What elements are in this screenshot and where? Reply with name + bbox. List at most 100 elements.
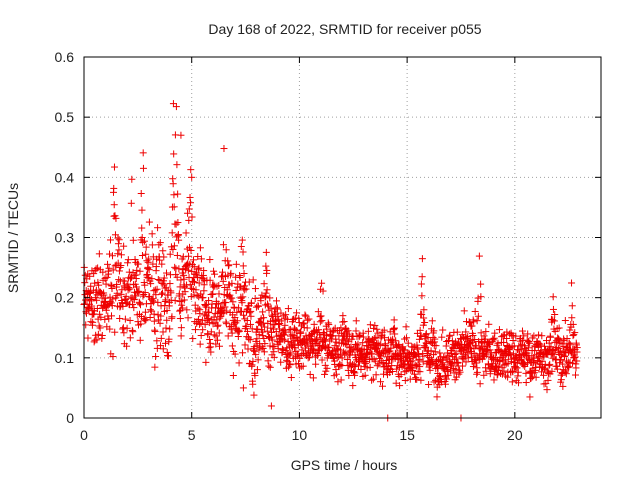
- data-point: [291, 325, 299, 333]
- data-point: [310, 327, 318, 335]
- data-point: [100, 291, 108, 299]
- data-point: [228, 279, 236, 287]
- data-point: [344, 327, 352, 335]
- data-point: [532, 360, 540, 368]
- data-point: [174, 219, 182, 227]
- data-point: [91, 279, 99, 287]
- data-point: [475, 252, 483, 260]
- data-point: [190, 278, 198, 286]
- data-point: [374, 329, 382, 337]
- data-point: [436, 349, 444, 357]
- data-point: [175, 265, 183, 273]
- data-point: [220, 145, 228, 153]
- data-point: [206, 276, 214, 284]
- data-point: [462, 358, 470, 366]
- data-point: [97, 313, 105, 321]
- data-point: [107, 281, 115, 289]
- data-point: [545, 362, 553, 370]
- data-point: [573, 344, 581, 352]
- data-point: [548, 367, 556, 375]
- data-point: [201, 302, 209, 310]
- data-point: [199, 294, 207, 302]
- data-point: [571, 371, 579, 379]
- data-point: [270, 342, 278, 350]
- y-tick-label: 0.5: [55, 109, 75, 125]
- data-point: [364, 327, 372, 335]
- data-point: [215, 282, 223, 290]
- data-point: [316, 331, 324, 339]
- data-point: [200, 287, 208, 295]
- data-point: [209, 290, 217, 298]
- data-point: [545, 339, 553, 347]
- data-point: [267, 402, 275, 410]
- data-point: [88, 302, 96, 310]
- data-point: [477, 293, 485, 301]
- data-point: [84, 334, 92, 342]
- data-point: [185, 205, 193, 213]
- x-tick-label: 10: [292, 427, 308, 443]
- data-point: [530, 332, 538, 340]
- data-point: [446, 331, 454, 339]
- data-point: [170, 203, 178, 211]
- data-point: [301, 311, 309, 319]
- data-point: [132, 275, 140, 283]
- data-point: [495, 362, 503, 370]
- data-point: [526, 368, 534, 376]
- data-point: [266, 294, 274, 302]
- data-point: [160, 253, 168, 261]
- data-point: [417, 376, 425, 384]
- data-point: [318, 317, 326, 325]
- data-point: [181, 288, 189, 296]
- data-point: [159, 247, 167, 255]
- data-point: [430, 351, 438, 359]
- data-point: [110, 201, 118, 209]
- data-point: [124, 259, 132, 267]
- data-point: [297, 329, 305, 337]
- data-point: [106, 325, 114, 333]
- data-point: [170, 150, 178, 158]
- data-point: [139, 149, 147, 157]
- data-points: [80, 100, 581, 422]
- data-point: [559, 382, 567, 390]
- data-point: [573, 357, 581, 365]
- y-tick-label: 0.3: [55, 230, 75, 246]
- data-point: [541, 342, 549, 350]
- data-point: [548, 347, 556, 355]
- data-point: [500, 367, 508, 375]
- data-point: [237, 243, 245, 251]
- data-point: [154, 276, 162, 284]
- data-point: [278, 345, 286, 353]
- data-point: [164, 352, 172, 360]
- data-point: [370, 324, 378, 332]
- data-point: [292, 327, 300, 335]
- data-point: [339, 318, 347, 326]
- data-point: [188, 267, 196, 275]
- data-point: [526, 339, 534, 347]
- data-point: [422, 330, 430, 338]
- data-point: [501, 356, 509, 364]
- data-point: [469, 331, 477, 339]
- data-point: [169, 100, 177, 108]
- data-point: [516, 351, 524, 359]
- data-point: [131, 256, 139, 264]
- data-point: [184, 209, 192, 217]
- data-point: [401, 376, 409, 384]
- data-point: [258, 291, 266, 299]
- data-point: [250, 391, 258, 399]
- data-point: [477, 329, 485, 337]
- data-point: [190, 263, 198, 271]
- data-point: [471, 336, 479, 344]
- data-point: [180, 275, 188, 283]
- y-axis-label: SRMTID / TECUs: [5, 183, 21, 293]
- data-point: [369, 375, 377, 383]
- data-point: [310, 320, 318, 328]
- data-point: [409, 366, 417, 374]
- data-point: [418, 292, 426, 300]
- data-point: [142, 316, 150, 324]
- data-point: [249, 380, 257, 388]
- data-point: [352, 327, 360, 335]
- data-point: [113, 289, 121, 297]
- data-point: [395, 340, 403, 348]
- data-point: [187, 199, 195, 207]
- data-point: [210, 331, 218, 339]
